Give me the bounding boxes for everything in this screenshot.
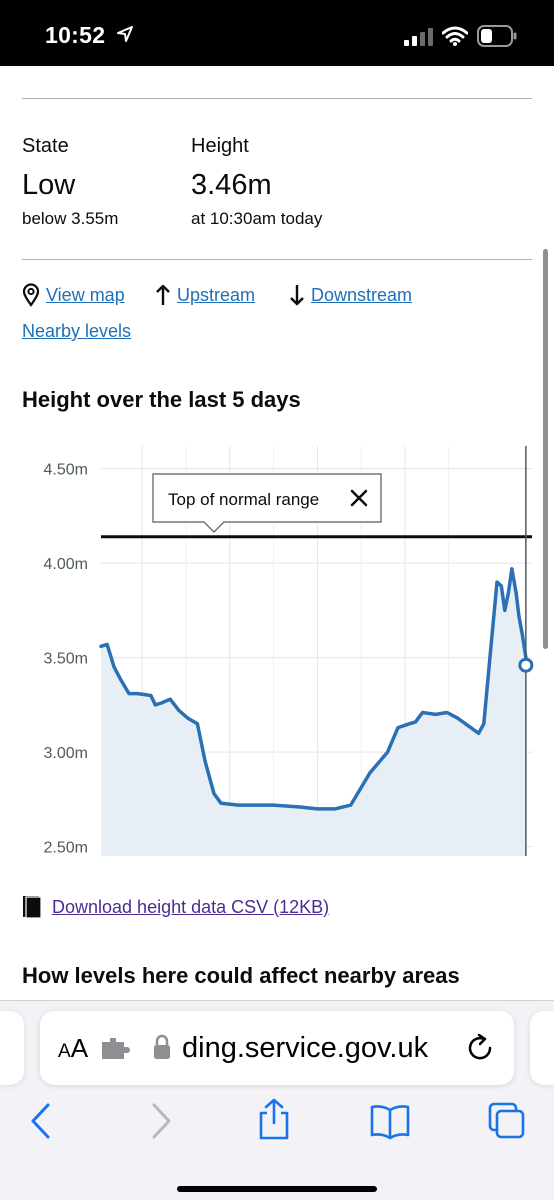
view-map-link[interactable]: View map (22, 283, 125, 307)
page-content: State Low below 3.55m Height 3.46m at 10… (0, 66, 554, 1000)
url-text[interactable]: ding.service.gov.uk (182, 1032, 429, 1064)
cellular-signal-icon (404, 28, 433, 46)
home-indicator (177, 1186, 377, 1192)
downstream-label[interactable]: Downstream (311, 285, 413, 305)
lock-icon (154, 1034, 170, 1059)
wifi-icon (442, 26, 468, 46)
browser-toolbar: AA ding.service.gov.uk (0, 1000, 554, 1200)
normal-range-label: Top of normal range (168, 490, 319, 509)
state-label: State (22, 135, 69, 157)
state-summary: State Low below 3.55m (22, 134, 118, 230)
y-axis-ticks: 4.50m 4.00m 3.50m 3.00m 2.50m (44, 462, 88, 856)
height-label: Height (191, 135, 249, 157)
next-tab-pill[interactable] (530, 1011, 554, 1085)
state-value: Low (22, 169, 76, 201)
nearby-levels-link[interactable]: Nearby levels (22, 320, 131, 342)
height-summary: Height 3.46m at 10:30am today (191, 134, 322, 230)
chart-heading: Height over the last 5 days (22, 387, 301, 412)
height-area-fill (101, 568, 526, 856)
close-icon[interactable] (350, 489, 368, 507)
download-csv-label[interactable]: Download height data CSV (12KB) (52, 897, 330, 917)
previous-tab-pill[interactable] (0, 1011, 24, 1085)
height-value: 3.46m (191, 169, 272, 201)
state-threshold: below 3.55m (22, 209, 119, 228)
reload-icon[interactable] (466, 1033, 494, 1063)
nearby-areas-heading: How levels here could affect nearby area… (22, 963, 460, 988)
upstream-link[interactable]: Upstream (155, 283, 255, 307)
height-timestamp: at 10:30am today (191, 209, 323, 228)
arrow-up-icon (156, 284, 170, 305)
battery-icon (477, 25, 517, 47)
status-time: 10:52 (45, 22, 106, 48)
height-series-line (99, 567, 528, 811)
view-map-label[interactable]: View map (46, 285, 125, 305)
share-icon[interactable] (252, 1097, 296, 1141)
upstream-label[interactable]: Upstream (177, 285, 256, 305)
y-tick-label: 4.00m (44, 556, 88, 573)
arrow-down-icon (290, 285, 304, 306)
back-icon[interactable] (20, 1101, 64, 1141)
y-tick-label: 4.50m (44, 462, 88, 479)
current-height-point[interactable] (518, 657, 534, 673)
divider (22, 259, 532, 260)
y-tick-label: 2.50m (44, 840, 88, 856)
tabs-icon[interactable] (486, 1101, 530, 1141)
scrollbar-thumb[interactable] (543, 249, 548, 649)
normal-range-tooltip[interactable]: Top of normal range (152, 473, 382, 533)
y-tick-label: 3.50m (44, 651, 88, 668)
extension-puzzle-icon[interactable] (100, 1038, 130, 1060)
forward-icon[interactable] (138, 1101, 182, 1141)
location-arrow-icon (117, 26, 133, 42)
downstream-link[interactable]: Downstream (289, 283, 412, 307)
status-bar: 10:52 (0, 0, 554, 66)
divider (22, 98, 532, 99)
reader-text-size-button[interactable]: AA (58, 1033, 89, 1063)
nearby-levels-label[interactable]: Nearby levels (22, 321, 132, 341)
map-pin-icon (22, 283, 40, 307)
bookmarks-icon[interactable] (368, 1101, 412, 1141)
y-tick-label: 3.00m (44, 745, 88, 762)
download-csv[interactable]: Download height data CSV (12KB) (22, 895, 329, 919)
file-icon (23, 896, 42, 919)
address-bar[interactable]: AA ding.service.gov.uk (40, 1011, 514, 1085)
